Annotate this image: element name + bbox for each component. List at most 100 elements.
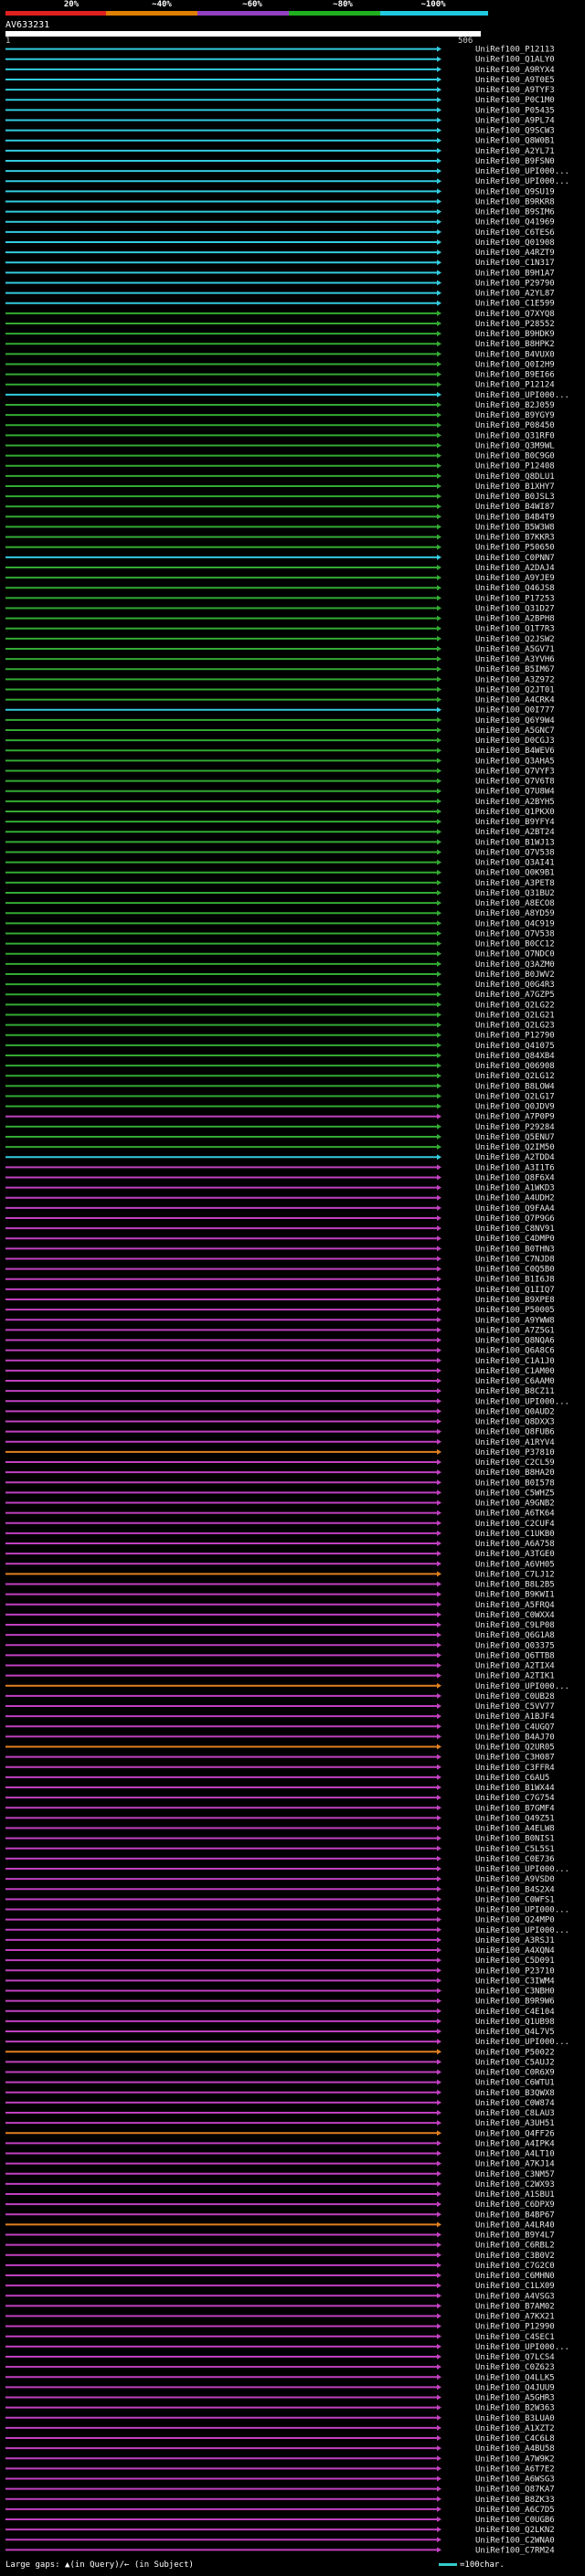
hit-label[interactable]: UniRef100_A2BT24 xyxy=(475,828,555,837)
hit-label[interactable]: UniRef100_A4LT10 xyxy=(475,2150,555,2159)
hit-label[interactable]: UniRef100_P0C1M0 xyxy=(475,96,555,105)
hit-label[interactable]: UniRef100_C6MHN0 xyxy=(475,2272,555,2281)
hit-label[interactable]: UniRef100_Q7XYQ8 xyxy=(475,310,555,319)
hit-label[interactable]: UniRef100_A9T0E5 xyxy=(475,76,555,85)
hit-label[interactable]: UniRef100_A1XZT2 xyxy=(475,2424,555,2433)
hit-label[interactable]: UniRef100_B0NIS1 xyxy=(475,1835,555,1844)
hit-label[interactable]: UniRef100_Q2JSW2 xyxy=(475,635,555,644)
hit-label[interactable]: UniRef100_B9KWI1 xyxy=(475,1591,555,1600)
hit-label[interactable]: UniRef100_A2BYH5 xyxy=(475,798,555,807)
hit-label[interactable]: UniRef100_C0E736 xyxy=(475,1855,555,1864)
hit-label[interactable]: UniRef100_B9HDK9 xyxy=(475,330,555,339)
hit-label[interactable]: UniRef100_Q4LLK5 xyxy=(475,2373,555,2382)
hit-label[interactable]: UniRef100_Q2LG23 xyxy=(475,1022,555,1031)
hit-label[interactable]: UniRef100_B9Y4L7 xyxy=(475,2231,555,2241)
hit-label[interactable]: UniRef100_B0JSL3 xyxy=(475,493,555,502)
hit-label[interactable]: UniRef100_A2TIK1 xyxy=(475,1672,555,1681)
hit-label[interactable]: UniRef100_A2TDD4 xyxy=(475,1153,555,1162)
hit-label[interactable]: UniRef100_B3LUA0 xyxy=(475,2414,555,2423)
hit-label[interactable]: UniRef100_C1N317 xyxy=(475,259,555,268)
hit-label[interactable]: UniRef100_B4B4T9 xyxy=(475,513,555,522)
hit-label[interactable]: UniRef100_P17253 xyxy=(475,594,555,603)
hit-label[interactable]: UniRef100_Q1UB98 xyxy=(475,2018,555,2027)
hit-label[interactable]: UniRef100_C4UGQ7 xyxy=(475,1723,555,1732)
hit-label[interactable]: UniRef100_Q7VYF3 xyxy=(475,767,555,776)
hit-label[interactable]: UniRef100_A9YJE9 xyxy=(475,574,555,583)
hit-label[interactable]: UniRef100_Q1IIQ7 xyxy=(475,1286,555,1295)
hit-label[interactable]: UniRef100_Q3M9WL xyxy=(475,441,555,451)
hit-label[interactable]: UniRef100_P50005 xyxy=(475,1306,555,1315)
hit-label[interactable]: UniRef100_C7RM24 xyxy=(475,2546,555,2555)
hit-label[interactable]: UniRef100_C1LX09 xyxy=(475,2282,555,2291)
hit-label[interactable]: UniRef100_Q6A8C6 xyxy=(475,1347,555,1356)
hit-label[interactable]: UniRef100_B0THN3 xyxy=(475,1245,555,1254)
hit-label[interactable]: UniRef100_Q06908 xyxy=(475,1062,555,1071)
hit-label[interactable]: UniRef100_B8L2B5 xyxy=(475,1581,555,1590)
hit-label[interactable]: UniRef100_A4LR40 xyxy=(475,2221,555,2230)
hit-label[interactable]: UniRef100_Q7V538 xyxy=(475,929,555,938)
hit-label[interactable]: UniRef100_D0CGJ3 xyxy=(475,737,555,746)
hit-label[interactable]: UniRef100_A8YD59 xyxy=(475,909,555,918)
hit-label[interactable]: UniRef100_C1A1J0 xyxy=(475,1357,555,1366)
hit-label[interactable]: UniRef100_A6A758 xyxy=(475,1540,555,1549)
hit-label[interactable]: UniRef100_P12408 xyxy=(475,462,555,472)
hit-label[interactable]: UniRef100_A6TK64 xyxy=(475,1510,555,1519)
hit-label[interactable]: UniRef100_B1I6J8 xyxy=(475,1276,555,1285)
hit-label[interactable]: UniRef100_Q2UR05 xyxy=(475,1744,555,1753)
hit-label[interactable]: UniRef100_A4IPK4 xyxy=(475,2139,555,2148)
hit-label[interactable]: UniRef100_C4SEC1 xyxy=(475,2333,555,2342)
hit-label[interactable]: UniRef100_UPI000... xyxy=(475,167,569,176)
hit-label[interactable]: UniRef100_A9TYF3 xyxy=(475,86,555,95)
hit-label[interactable]: UniRef100_C6DPX9 xyxy=(475,2200,555,2210)
hit-label[interactable]: UniRef100_C6RBL2 xyxy=(475,2242,555,2251)
hit-label[interactable]: UniRef100_C7LJ12 xyxy=(475,1570,555,1579)
hit-label[interactable]: UniRef100_Q41969 xyxy=(475,218,555,228)
hit-label[interactable]: UniRef100_Q2JT01 xyxy=(475,685,555,694)
hit-label[interactable]: UniRef100_P23710 xyxy=(475,1966,555,1976)
hit-label[interactable]: UniRef100_A2DAJ4 xyxy=(475,564,555,573)
hit-label[interactable]: UniRef100_Q3AHA5 xyxy=(475,757,555,766)
hit-label[interactable]: UniRef100_C3NM57 xyxy=(475,2170,555,2179)
hit-label[interactable]: UniRef100_Q49Z51 xyxy=(475,1814,555,1823)
hit-label[interactable]: UniRef100_B8CZ11 xyxy=(475,1387,555,1396)
hit-label[interactable]: UniRef100_C3FFR4 xyxy=(475,1764,555,1773)
hit-label[interactable]: UniRef100_B8HA20 xyxy=(475,1468,555,1478)
hit-label[interactable]: UniRef100_C0UB28 xyxy=(475,1692,555,1701)
hit-label[interactable]: UniRef100_Q7U8W4 xyxy=(475,788,555,797)
hit-label[interactable]: UniRef100_Q03375 xyxy=(475,1641,555,1650)
hit-label[interactable]: UniRef100_B1WX44 xyxy=(475,1784,555,1793)
hit-label[interactable]: UniRef100_UPI000... xyxy=(475,1397,569,1406)
hit-label[interactable]: UniRef100_Q0JDV9 xyxy=(475,1103,555,1112)
hit-label[interactable]: UniRef100_B9RKR8 xyxy=(475,197,555,207)
hit-label[interactable]: UniRef100_C2WNA0 xyxy=(475,2536,555,2545)
hit-label[interactable]: UniRef100_C4E104 xyxy=(475,2008,555,2017)
hit-label[interactable]: UniRef100_B0JWV2 xyxy=(475,970,555,980)
hit-label[interactable]: UniRef100_Q8DLU1 xyxy=(475,472,555,482)
hit-label[interactable]: UniRef100_B4VUX0 xyxy=(475,350,555,359)
hit-label[interactable]: UniRef100_C6AAM0 xyxy=(475,1377,555,1386)
hit-label[interactable]: UniRef100_A6T7E2 xyxy=(475,2465,555,2474)
hit-label[interactable]: UniRef100_Q8W0B1 xyxy=(475,137,555,146)
hit-label[interactable]: UniRef100_P12790 xyxy=(475,1032,555,1041)
hit-label[interactable]: UniRef100_P50650 xyxy=(475,544,555,553)
hit-label[interactable]: UniRef100_A7KJ14 xyxy=(475,2160,555,2169)
hit-label[interactable]: UniRef100_A4BU58 xyxy=(475,2444,555,2454)
hit-label[interactable]: UniRef100_Q31RF0 xyxy=(475,431,555,440)
hit-label[interactable]: UniRef100_UPI000... xyxy=(475,1926,569,1935)
hit-label[interactable]: UniRef100_Q7P9G6 xyxy=(475,1214,555,1224)
hit-label[interactable]: UniRef100_UPI000... xyxy=(475,1865,569,1874)
hit-label[interactable]: UniRef100_C4C6L8 xyxy=(475,2434,555,2443)
hit-label[interactable]: UniRef100_C0PNN7 xyxy=(475,554,555,563)
hit-label[interactable]: UniRef100_B4WEV6 xyxy=(475,747,555,756)
hit-label[interactable]: UniRef100_A4XQN4 xyxy=(475,1946,555,1956)
hit-label[interactable]: UniRef100_A6C7D5 xyxy=(475,2506,555,2515)
hit-label[interactable]: UniRef100_A6WSG3 xyxy=(475,2475,555,2485)
hit-label[interactable]: UniRef100_C5D091 xyxy=(475,1956,555,1966)
hit-label[interactable]: UniRef100_Q2LKN2 xyxy=(475,2526,555,2535)
hit-label[interactable]: UniRef100_P28552 xyxy=(475,320,555,329)
hit-label[interactable]: UniRef100_A8ECO8 xyxy=(475,899,555,908)
hit-label[interactable]: UniRef100_B9YFY4 xyxy=(475,818,555,827)
hit-label[interactable]: UniRef100_Q84XB4 xyxy=(475,1052,555,1061)
hit-label[interactable]: UniRef100_UPI000... xyxy=(475,391,569,400)
hit-label[interactable]: UniRef100_C5VV77 xyxy=(475,1702,555,1712)
